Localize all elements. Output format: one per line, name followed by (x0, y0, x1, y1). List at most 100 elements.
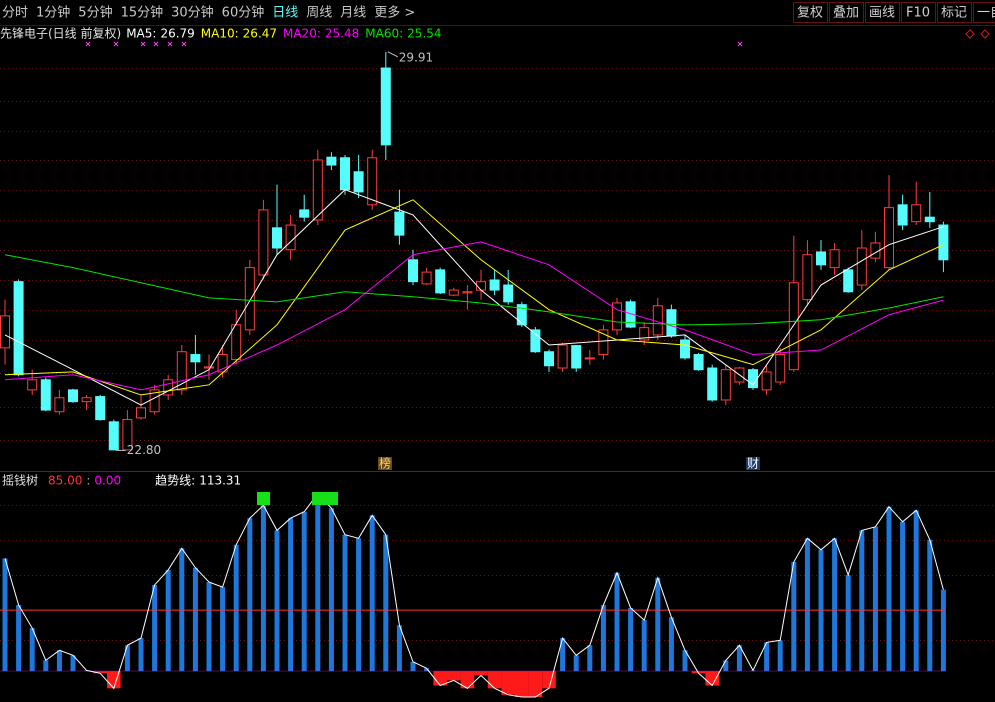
toolbar-button[interactable]: F10 (906, 6, 930, 21)
bar (832, 538, 838, 672)
bar (301, 511, 307, 672)
bar (927, 539, 933, 672)
candle-body (938, 224, 949, 261)
toolbar-tab[interactable]: 月线 (340, 6, 366, 21)
candle-body (163, 379, 174, 396)
signal-square (257, 492, 270, 505)
toolbar-button[interactable]: 标记 (941, 6, 967, 21)
toolbar-button[interactable]: 复权 (797, 5, 823, 21)
bar (233, 544, 239, 672)
bar (723, 660, 729, 672)
bar-negative (460, 671, 475, 689)
candle-body (557, 344, 568, 369)
toolbar-button[interactable]: 一自 (977, 6, 995, 21)
indicator-line (4, 493, 944, 698)
toolbar-button[interactable]: 叠加 (833, 6, 859, 21)
toolbar-tab[interactable]: 更多 > (374, 5, 415, 21)
bar (641, 620, 647, 672)
bar (206, 582, 212, 672)
signal-cross (85, 41, 91, 47)
candle-body (68, 389, 78, 403)
event-tag-bg (746, 457, 760, 470)
toolbar-tab[interactable]: 1分钟 (36, 5, 70, 21)
candle-body (299, 209, 310, 218)
bar (777, 640, 783, 672)
toolbar-tab[interactable]: 5分钟 (78, 5, 112, 21)
candle-body (598, 329, 609, 356)
toolbar-button-frame (973, 2, 995, 23)
candle-body (81, 397, 92, 403)
ma-line (4, 241, 944, 391)
toolbar-button-frame (937, 2, 972, 23)
candle-body (503, 284, 514, 303)
signal-cross (181, 41, 187, 47)
bar (845, 574, 851, 672)
event-tag-bg (378, 457, 392, 470)
candle-body (353, 171, 364, 193)
candle-body (272, 227, 282, 249)
indicator-title: 摇钱树 (2, 473, 38, 488)
bar (900, 521, 906, 672)
bar (573, 655, 579, 672)
toolbar-button-frame (793, 2, 828, 23)
bar (288, 518, 294, 672)
bar-negative (691, 671, 706, 674)
candle-body (924, 216, 935, 223)
legend-value: 26.47 (243, 27, 277, 41)
candle-body (720, 369, 731, 401)
legend-name: MA60: (365, 27, 403, 41)
candle-body (897, 204, 908, 226)
ma-line (4, 199, 944, 396)
bar (424, 668, 430, 672)
series-name: 趋势线: (155, 474, 195, 488)
toolbar-button-frame (829, 2, 864, 23)
bar-negative (528, 671, 543, 697)
candle-body (122, 419, 133, 451)
bar (328, 508, 334, 672)
candle-body (652, 305, 663, 336)
signal-cross (153, 41, 159, 47)
bar (587, 645, 593, 672)
signal-cross (167, 41, 173, 47)
signal-square (312, 492, 325, 505)
signal-cross (113, 41, 119, 47)
bar (56, 650, 62, 672)
toolbar-tab[interactable]: 30分钟 (171, 5, 214, 21)
candle-body (843, 269, 854, 293)
bar (886, 506, 892, 672)
toolbar-tab[interactable]: 分时 (2, 6, 28, 21)
candle-body (326, 156, 337, 166)
candle-body (285, 224, 296, 251)
legend-value: 26.79 (160, 27, 194, 41)
legend-name: MA20: (283, 27, 321, 41)
toolbar-button[interactable]: 画线 (869, 6, 895, 21)
bar (138, 638, 144, 672)
candle-body (408, 259, 418, 283)
signal-square (325, 492, 338, 505)
toolbar-tab[interactable]: 日线 (272, 6, 298, 21)
candle-body (639, 327, 650, 341)
candle-body (176, 351, 187, 391)
bar (274, 530, 280, 672)
bar (369, 515, 375, 672)
candle-body (340, 157, 350, 191)
ma-line (4, 254, 944, 326)
candle-body (489, 279, 500, 291)
bar (668, 617, 674, 672)
candle-body (367, 157, 378, 206)
bar (220, 587, 226, 672)
candle-body (258, 209, 269, 276)
candle-body (693, 354, 704, 371)
toolbar-tab[interactable]: 60分钟 (222, 5, 265, 21)
toolbar-button-frame (901, 2, 936, 23)
bar (165, 569, 171, 672)
candle-body (625, 301, 636, 328)
bar (628, 607, 634, 672)
toolbar-tab[interactable]: 周线 (306, 6, 332, 21)
candle-body (666, 309, 677, 337)
toolbar-tab[interactable]: 15分钟 (121, 5, 164, 21)
bar (124, 645, 130, 672)
bar (383, 534, 389, 672)
chart-title: 先锋电子(日线 前复权) (0, 26, 121, 41)
